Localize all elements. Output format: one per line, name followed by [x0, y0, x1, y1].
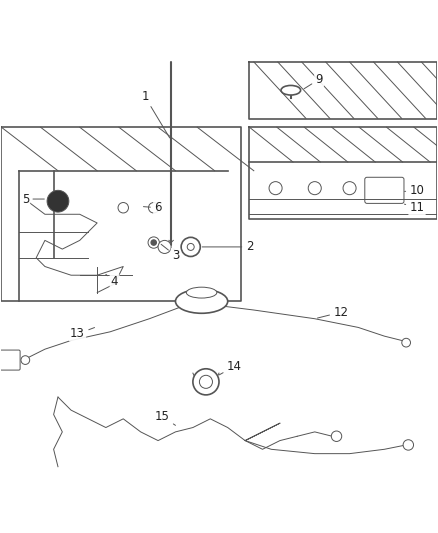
Text: 1: 1 — [141, 90, 170, 138]
Text: 11: 11 — [404, 201, 424, 214]
Circle shape — [187, 244, 194, 251]
Circle shape — [193, 369, 219, 395]
Circle shape — [148, 237, 159, 248]
Circle shape — [118, 203, 128, 213]
Circle shape — [308, 182, 321, 195]
Text: 15: 15 — [155, 410, 176, 425]
FancyBboxPatch shape — [365, 177, 404, 204]
Circle shape — [47, 190, 69, 212]
Text: 14: 14 — [219, 360, 242, 375]
Text: 10: 10 — [405, 184, 424, 197]
Ellipse shape — [186, 287, 217, 298]
FancyBboxPatch shape — [0, 350, 20, 370]
Circle shape — [148, 203, 159, 213]
Text: 9: 9 — [304, 73, 323, 89]
Ellipse shape — [281, 85, 300, 95]
Circle shape — [21, 356, 30, 365]
Text: 2: 2 — [202, 240, 253, 253]
Circle shape — [331, 431, 342, 441]
Circle shape — [269, 182, 282, 195]
Text: 6: 6 — [143, 201, 162, 214]
Circle shape — [199, 375, 212, 389]
Text: 5: 5 — [21, 192, 44, 206]
Text: 13: 13 — [70, 327, 95, 341]
Circle shape — [403, 440, 413, 450]
Text: 12: 12 — [318, 306, 348, 319]
Circle shape — [402, 338, 410, 347]
Circle shape — [343, 182, 356, 195]
Ellipse shape — [176, 289, 228, 313]
Circle shape — [158, 240, 171, 254]
Circle shape — [151, 240, 156, 245]
Text: 3: 3 — [161, 244, 179, 262]
Circle shape — [181, 237, 200, 256]
Text: 4: 4 — [106, 274, 118, 288]
